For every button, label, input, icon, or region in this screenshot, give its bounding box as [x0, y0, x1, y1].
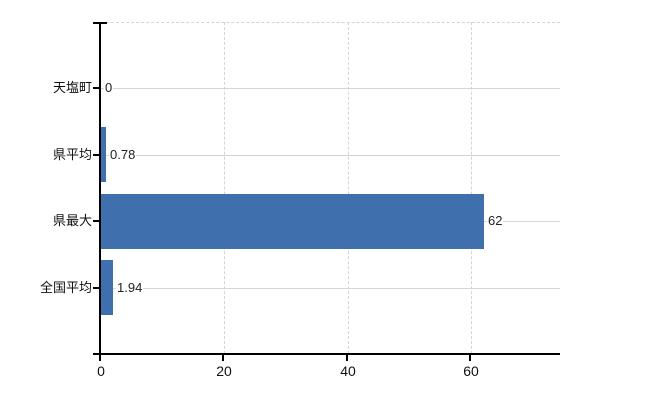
horizontal-gridline — [101, 88, 560, 89]
bar — [101, 194, 484, 249]
y-axis-tick — [93, 287, 100, 289]
bar-value-label: 0.78 — [109, 147, 137, 162]
bar — [101, 260, 113, 315]
plot-top-border — [101, 22, 560, 23]
y-axis-line — [99, 22, 101, 355]
x-axis-tick — [222, 355, 224, 361]
vertical-gridline — [471, 22, 472, 354]
x-tick-label: 0 — [97, 363, 105, 379]
x-axis-tick — [469, 355, 471, 361]
category-label: 県最大 — [52, 213, 92, 228]
category-label: 県平均 — [52, 147, 92, 162]
x-axis-tick — [346, 355, 348, 361]
vertical-gridline — [348, 22, 349, 354]
x-axis-line — [93, 353, 560, 355]
bar-value-label: 62 — [487, 213, 504, 228]
bar — [101, 127, 106, 182]
vertical-gridline — [224, 22, 225, 354]
x-tick-label: 20 — [216, 363, 232, 379]
category-label: 天塩町 — [52, 80, 92, 95]
y-axis-tick — [93, 154, 100, 156]
y-axis-tick — [93, 87, 100, 89]
x-tick-label: 60 — [463, 363, 479, 379]
category-label: 全国平均 — [39, 280, 92, 295]
x-tick-label: 40 — [340, 363, 356, 379]
horizontal-gridline — [101, 288, 560, 289]
x-axis-tick — [99, 355, 101, 361]
bar-value-label: 0 — [104, 80, 114, 95]
y-axis-top-cap — [93, 22, 107, 24]
bar-value-label: 1.94 — [116, 280, 144, 295]
y-axis-tick — [93, 220, 100, 222]
horizontal-gridline — [101, 155, 560, 156]
